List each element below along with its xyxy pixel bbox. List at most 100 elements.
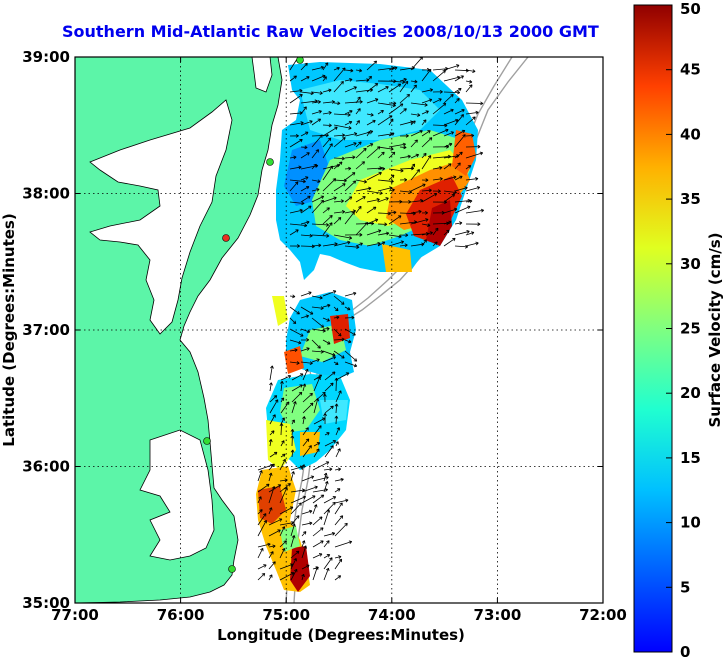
grid-lines [75, 57, 603, 603]
velocity-arrow [421, 119, 427, 126]
velocity-arrow [366, 206, 377, 214]
velocity-arrow [280, 380, 284, 392]
velocity-arrow [333, 112, 351, 117]
velocity-arrow [344, 132, 358, 137]
velocity-arrow [290, 568, 298, 581]
velocity-arrow [291, 401, 297, 414]
velocity-arrow [388, 83, 402, 93]
velocity-arrow [454, 98, 460, 104]
velocity-arrow [333, 328, 342, 337]
velocity-arrow [465, 231, 475, 236]
velocity-arrow [257, 542, 271, 548]
velocity-arrow [421, 178, 429, 183]
velocity-arrow [333, 337, 345, 342]
velocity-arrow [388, 101, 397, 106]
velocity-arrow [366, 83, 379, 93]
velocity-arrow [454, 114, 464, 126]
velocity-arrow [257, 483, 270, 493]
velocity-arrow [269, 395, 278, 403]
velocity-arrow [313, 448, 320, 458]
velocity-arrow [323, 496, 337, 504]
velocity-arrow [399, 200, 412, 204]
velocity-arrow [388, 151, 396, 159]
velocity-arrow [311, 179, 321, 184]
colorbar-tick-label: 50 [680, 0, 701, 18]
velocity-arrow [388, 188, 395, 192]
colorbar-tick-label: 10 [680, 514, 701, 532]
velocity-arrow [312, 553, 323, 559]
velocity-arrow [421, 152, 427, 159]
velocity-arrow [301, 540, 306, 548]
velocity-arrow [300, 131, 309, 137]
velocity-arrow [334, 377, 339, 392]
velocity-arrow [377, 241, 386, 247]
velocity-arrow [313, 376, 321, 392]
velocity-arrow [279, 526, 286, 537]
velocity-arrow [399, 190, 413, 194]
velocity-arrow [344, 350, 358, 362]
velocity-arrow [335, 372, 350, 381]
velocity-arrow [289, 348, 298, 353]
velocity-arrow [311, 234, 330, 238]
velocity-arrow [355, 120, 360, 126]
velocity-arrow [443, 93, 454, 104]
velocity-arrow [269, 430, 275, 436]
x-axis-label: Longitude (Degrees:Minutes) [217, 626, 465, 644]
velocity-arrow [355, 96, 361, 104]
velocity-arrow [443, 131, 455, 137]
velocity-arrow [311, 223, 330, 227]
velocity-arrow [279, 423, 284, 436]
velocity-arrow [324, 440, 337, 447]
velocity-arrow [302, 402, 314, 414]
velocity-arrow [399, 145, 407, 150]
velocity-arrow [279, 506, 294, 515]
velocity-arrow [290, 449, 295, 458]
velocity-arrow [257, 496, 262, 504]
velocity-arrow [334, 575, 342, 581]
velocity-arrow [344, 166, 352, 171]
velocity-arrow [300, 205, 312, 214]
velocity-arrow [410, 139, 418, 148]
velocity-arrow [312, 516, 323, 526]
velocity-arrow [268, 486, 276, 504]
velocity-arrow [377, 179, 394, 184]
velocity-arrow [311, 339, 321, 349]
colorbar-label: Surface Velocity (cm/s) [706, 232, 724, 427]
velocity-arrow [322, 207, 330, 214]
velocity-arrow [421, 223, 431, 227]
velocity-arrow [454, 151, 463, 159]
colorbar-tick-label: 35 [680, 190, 701, 208]
velocity-arrow [421, 155, 432, 170]
velocity-arrow [334, 477, 344, 482]
velocity-arrow [333, 66, 340, 71]
velocity-arrow [322, 62, 329, 71]
velocity-arrow [377, 86, 389, 93]
velocity-arrow [344, 86, 357, 93]
velocity-arrow [344, 78, 353, 82]
velocity-arrow [300, 328, 311, 334]
velocity-arrow [355, 179, 367, 184]
velocity-arrow [323, 509, 331, 526]
velocity-arrow [334, 498, 349, 504]
velocity-arrow [335, 390, 342, 403]
velocity-arrow [377, 102, 396, 108]
velocity-arrow [333, 137, 346, 148]
velocity-arrow [421, 239, 427, 247]
velocity-arrow [289, 133, 299, 138]
velocity-arrow [289, 201, 305, 206]
velocity-arrow [333, 217, 342, 225]
velocity-arrow [301, 464, 306, 471]
velocity-arrow [333, 156, 345, 161]
velocity-arrow [421, 130, 431, 137]
velocity-arrow [377, 166, 386, 171]
velocity-arrow [301, 545, 307, 559]
velocity-arrow [290, 558, 297, 570]
velocity-arrow [269, 451, 278, 458]
velocity-arrow [322, 350, 336, 357]
y-tick-label: 37:00 [22, 321, 70, 339]
velocity-arrow [322, 356, 337, 363]
velocity-arrow [410, 84, 417, 93]
velocity-arrow [399, 154, 411, 159]
velocity-arrow [421, 231, 433, 236]
velocity-arrow [410, 183, 426, 192]
